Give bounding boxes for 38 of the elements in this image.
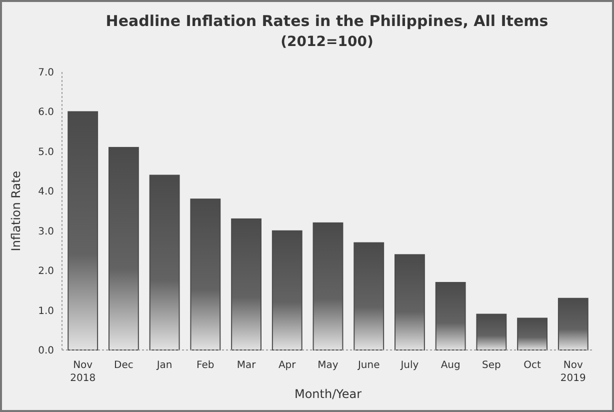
bar — [354, 242, 384, 350]
bar — [394, 254, 425, 350]
x-tick-label: May — [318, 360, 338, 371]
y-axis-title: Inflation Rate — [9, 170, 23, 252]
bar — [312, 222, 344, 350]
bar — [435, 282, 466, 350]
bar — [190, 198, 221, 350]
chart-title: Headline Inflation Rates in the Philippines, All Items — [106, 12, 548, 30]
y-tick-label: 0.0 — [38, 346, 54, 356]
x-tick-label: July — [400, 360, 419, 371]
y-tick-label: 2.0 — [38, 266, 54, 278]
bar — [231, 218, 262, 350]
x-tick-label: Dec — [114, 360, 134, 371]
y-tick-label: 4.0 — [38, 186, 54, 198]
x-tick-label: Aug — [440, 360, 460, 371]
x-tick-label: Nov 2019 — [560, 360, 586, 384]
x-tick-label: Apr — [278, 360, 297, 371]
x-tick-label: Sep — [482, 360, 501, 371]
x-tick-label: June — [356, 360, 380, 371]
bar — [517, 318, 548, 350]
x-tick-label: Mar — [236, 360, 257, 371]
x-tick-label: Jan — [156, 360, 172, 371]
x-tick-label: Feb — [196, 360, 214, 371]
x-axis-title: Month/Year — [294, 387, 362, 401]
bar — [558, 298, 588, 350]
chart-subtitle: (2012=100) — [280, 34, 374, 50]
y-tick-label: 7.0 — [38, 68, 54, 78]
bar — [272, 230, 302, 350]
y-tick-label: 5.0 — [38, 146, 54, 158]
y-tick-label: 6.0 — [38, 107, 54, 118]
x-tick-label: Nov 2018 — [70, 360, 96, 384]
bar — [149, 174, 180, 350]
y-tick-label: 3.0 — [38, 226, 54, 238]
y-tick-label: 1.0 — [38, 306, 54, 317]
x-tick-label: Oct — [524, 360, 542, 371]
bar — [68, 111, 98, 350]
bar — [476, 314, 507, 350]
bar — [108, 146, 139, 350]
